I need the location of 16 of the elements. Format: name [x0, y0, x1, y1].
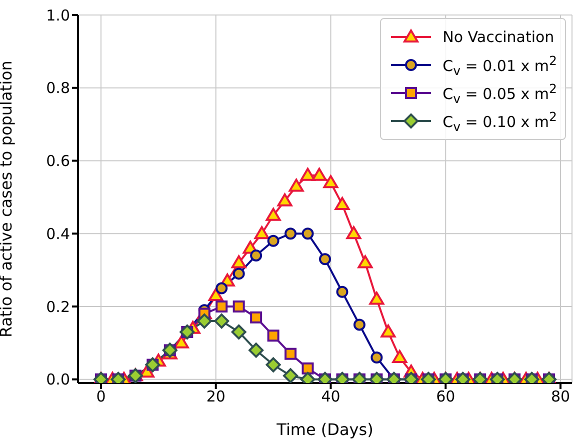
- x-tick-label: 60: [436, 388, 456, 406]
- y-tick-label: 0.0: [46, 370, 70, 389]
- legend-label: C$_{v}$ = 0.10 x m$^{2}$: [442, 108, 557, 134]
- legend-label: C$_{v}$ = 0.05 x m$^{2}$: [442, 80, 557, 106]
- legend-label: C$_{v}$ = 0.01 x m$^{2}$: [442, 52, 557, 78]
- x-tick-label: 40: [321, 388, 340, 406]
- y-tick-label: 0.8: [46, 79, 70, 98]
- x-tick-label: 0: [96, 388, 106, 406]
- x-tick-label: 80: [550, 388, 570, 406]
- y-tick-label: 0.4: [46, 224, 70, 243]
- x-tick-label: 20: [206, 388, 226, 406]
- x-axis-title: Time (Days): [276, 420, 374, 439]
- legend-label: No Vaccination: [442, 28, 554, 46]
- y-tick-label: 0.2: [46, 298, 70, 316]
- y-tick-label: 1.0: [46, 6, 70, 24]
- y-tick-label: 0.6: [46, 152, 70, 170]
